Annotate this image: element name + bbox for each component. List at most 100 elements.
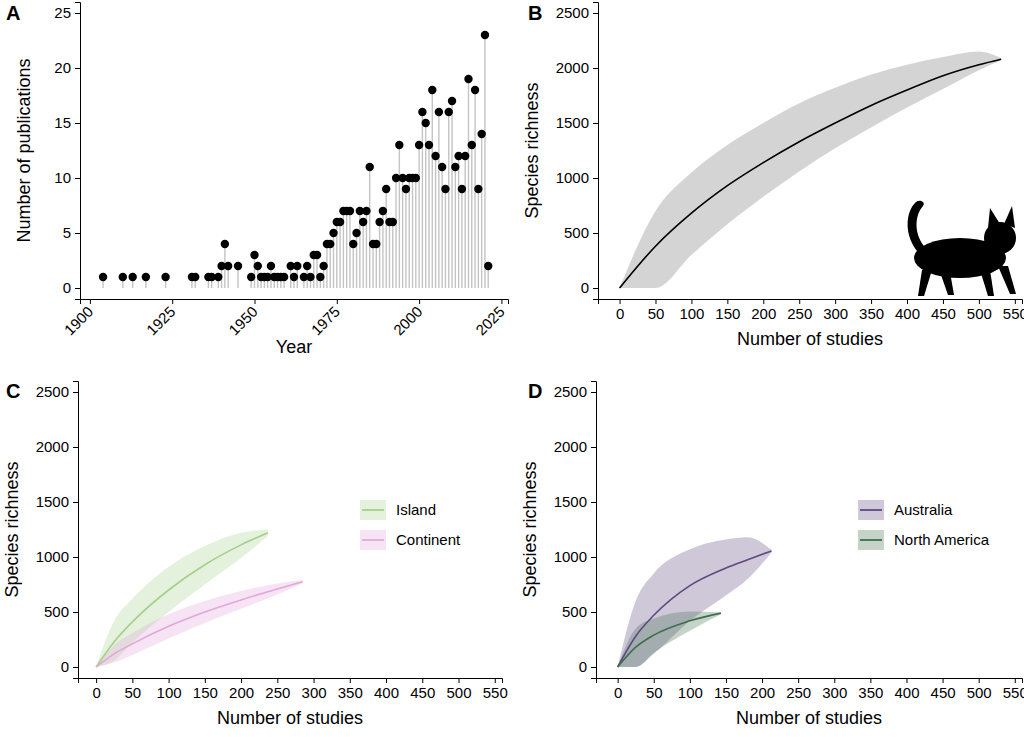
plot-area <box>96 530 303 668</box>
point <box>468 141 476 149</box>
point <box>448 97 456 105</box>
stem <box>418 145 419 288</box>
y-tick-label: 500 <box>562 603 587 620</box>
y-tick: 500 <box>562 603 596 620</box>
y-tick: 2000 <box>556 59 598 76</box>
y-tick-label: 1500 <box>556 114 589 131</box>
y-tick-mark <box>75 288 80 289</box>
x-tick: 50 <box>648 299 665 322</box>
x-tick-mark <box>654 678 655 683</box>
x-tick-label: 300 <box>823 305 848 322</box>
x-tick-mark <box>314 678 315 683</box>
x-tick-mark <box>1015 299 1016 304</box>
y-tick: 2500 <box>556 4 598 21</box>
y-tick-mark <box>591 557 596 558</box>
stem <box>392 222 393 288</box>
legend-line <box>860 539 882 541</box>
y-tick-label: 1000 <box>554 548 587 565</box>
point <box>214 273 222 281</box>
x-tick: 100 <box>679 299 704 322</box>
point <box>161 273 169 281</box>
x-tick-mark <box>690 678 691 683</box>
x-tick-mark <box>501 299 502 304</box>
stem <box>372 244 373 288</box>
y-tick-label: 500 <box>44 603 69 620</box>
point <box>349 240 357 248</box>
y-tick-label: 10 <box>54 169 71 186</box>
y-tick-mark <box>73 612 78 613</box>
x-axis-line <box>599 300 1023 305</box>
x-tick-mark <box>763 299 764 304</box>
point <box>438 163 446 171</box>
stem <box>478 189 479 288</box>
y-tick: 1500 <box>36 493 78 510</box>
point <box>99 273 107 281</box>
y-tick-label: 2500 <box>556 4 589 21</box>
point <box>303 262 311 270</box>
x-tick-label: 1925 <box>143 303 179 339</box>
stem <box>432 90 433 288</box>
panel-letter: D <box>528 380 542 402</box>
panel-letter: B <box>528 2 542 24</box>
y-tick-label: 0 <box>63 279 71 296</box>
x-tick: 350 <box>858 678 883 701</box>
cat-leg <box>980 270 994 296</box>
y-tick-label: 2500 <box>36 383 69 400</box>
legend-label: Island <box>396 501 436 518</box>
stem <box>376 244 377 288</box>
x-tick-mark <box>906 678 907 683</box>
stem <box>448 112 449 288</box>
x-tick-label: 500 <box>967 305 992 322</box>
x-tick-mark <box>655 299 656 304</box>
x-axis-title: Number of studies <box>217 708 363 728</box>
y-tick-mark <box>75 178 80 179</box>
legend-label: Continent <box>396 531 461 548</box>
y-tick-label: 1000 <box>36 548 69 565</box>
stem <box>438 112 439 288</box>
x-tick-mark <box>386 678 387 683</box>
stem <box>422 112 423 288</box>
y-tick: 5 <box>63 224 80 241</box>
x-tick-label: 550 <box>1003 305 1024 322</box>
x-tick-label: 400 <box>895 305 920 322</box>
background <box>0 0 1024 737</box>
x-tick: 150 <box>714 678 739 701</box>
legend: Island Continent <box>360 500 461 550</box>
x-tick: 1975 <box>308 299 344 338</box>
x-tick-label: 100 <box>157 684 182 701</box>
point <box>224 262 232 270</box>
panel: D050100150200250300350400450500550Number… <box>520 380 1024 728</box>
y-tick: 0 <box>581 279 598 296</box>
x-tick: 550 <box>483 678 508 701</box>
panel: C050100150200250300350400450500550Number… <box>2 380 508 728</box>
point <box>290 273 298 281</box>
x-tick-mark <box>762 678 763 683</box>
point <box>280 273 288 281</box>
point <box>464 75 472 83</box>
x-tick-mark <box>350 678 351 683</box>
x-tick-mark <box>422 678 423 683</box>
y-tick-mark <box>593 288 598 289</box>
legend-line <box>362 509 384 511</box>
point <box>293 262 301 270</box>
y-tick-mark <box>73 447 78 448</box>
stem <box>316 255 317 288</box>
x-tick-label: 550 <box>483 684 508 701</box>
y-tick: 2000 <box>36 438 78 455</box>
legend-line <box>860 509 882 511</box>
x-tick: 450 <box>931 299 956 322</box>
x-axis: 050100150200250300350400450500550 <box>599 299 1024 322</box>
x-tick-label: 0 <box>616 305 624 322</box>
stem <box>330 244 331 288</box>
stem <box>428 145 429 288</box>
x-tick: 550 <box>1003 678 1024 701</box>
y-tick-mark <box>75 13 80 14</box>
x-tick: 350 <box>338 678 363 701</box>
x-tick-mark <box>172 299 173 304</box>
y-tick: 10 <box>54 169 80 186</box>
x-tick: 450 <box>410 678 435 701</box>
x-tick: 200 <box>750 678 775 701</box>
y-axis-line <box>73 382 79 679</box>
x-axis-title: Year <box>276 337 312 357</box>
point <box>326 240 334 248</box>
